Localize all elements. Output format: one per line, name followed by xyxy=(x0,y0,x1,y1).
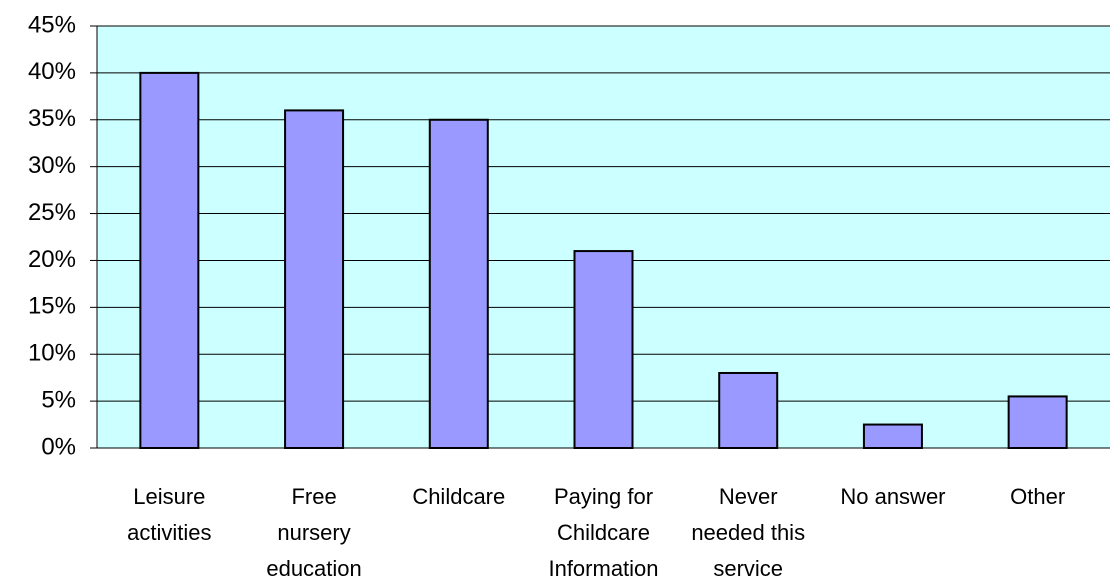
y-tick-label: 40% xyxy=(28,58,76,85)
y-tick-label: 35% xyxy=(28,105,76,132)
y-tick-label: 45% xyxy=(28,11,76,38)
y-tick-label: 10% xyxy=(28,340,76,367)
bar xyxy=(1007,395,1068,449)
bar xyxy=(718,371,779,450)
x-tick-label: Childcare xyxy=(412,484,506,509)
y-tick-label: 20% xyxy=(28,246,76,273)
x-tick-label: Leisure activities xyxy=(127,484,212,545)
x-tick-label: Free nursery education xyxy=(266,484,362,581)
y-tick-label: 25% xyxy=(28,199,76,226)
x-tick-label: No answer xyxy=(840,484,946,509)
x-tick-label: Other xyxy=(1010,484,1066,509)
x-tick-label: Never needed this service xyxy=(691,484,806,581)
bar xyxy=(139,71,200,449)
x-tick-label: Paying for Childcare Information xyxy=(548,484,659,581)
bar xyxy=(428,118,489,450)
bar xyxy=(573,250,634,449)
bar xyxy=(284,109,345,450)
y-tick-label: 30% xyxy=(28,152,76,179)
y-tick-label: 5% xyxy=(41,386,76,413)
bar xyxy=(862,423,923,449)
y-tick-label: 0% xyxy=(41,433,76,460)
y-tick-label: 15% xyxy=(28,293,76,320)
